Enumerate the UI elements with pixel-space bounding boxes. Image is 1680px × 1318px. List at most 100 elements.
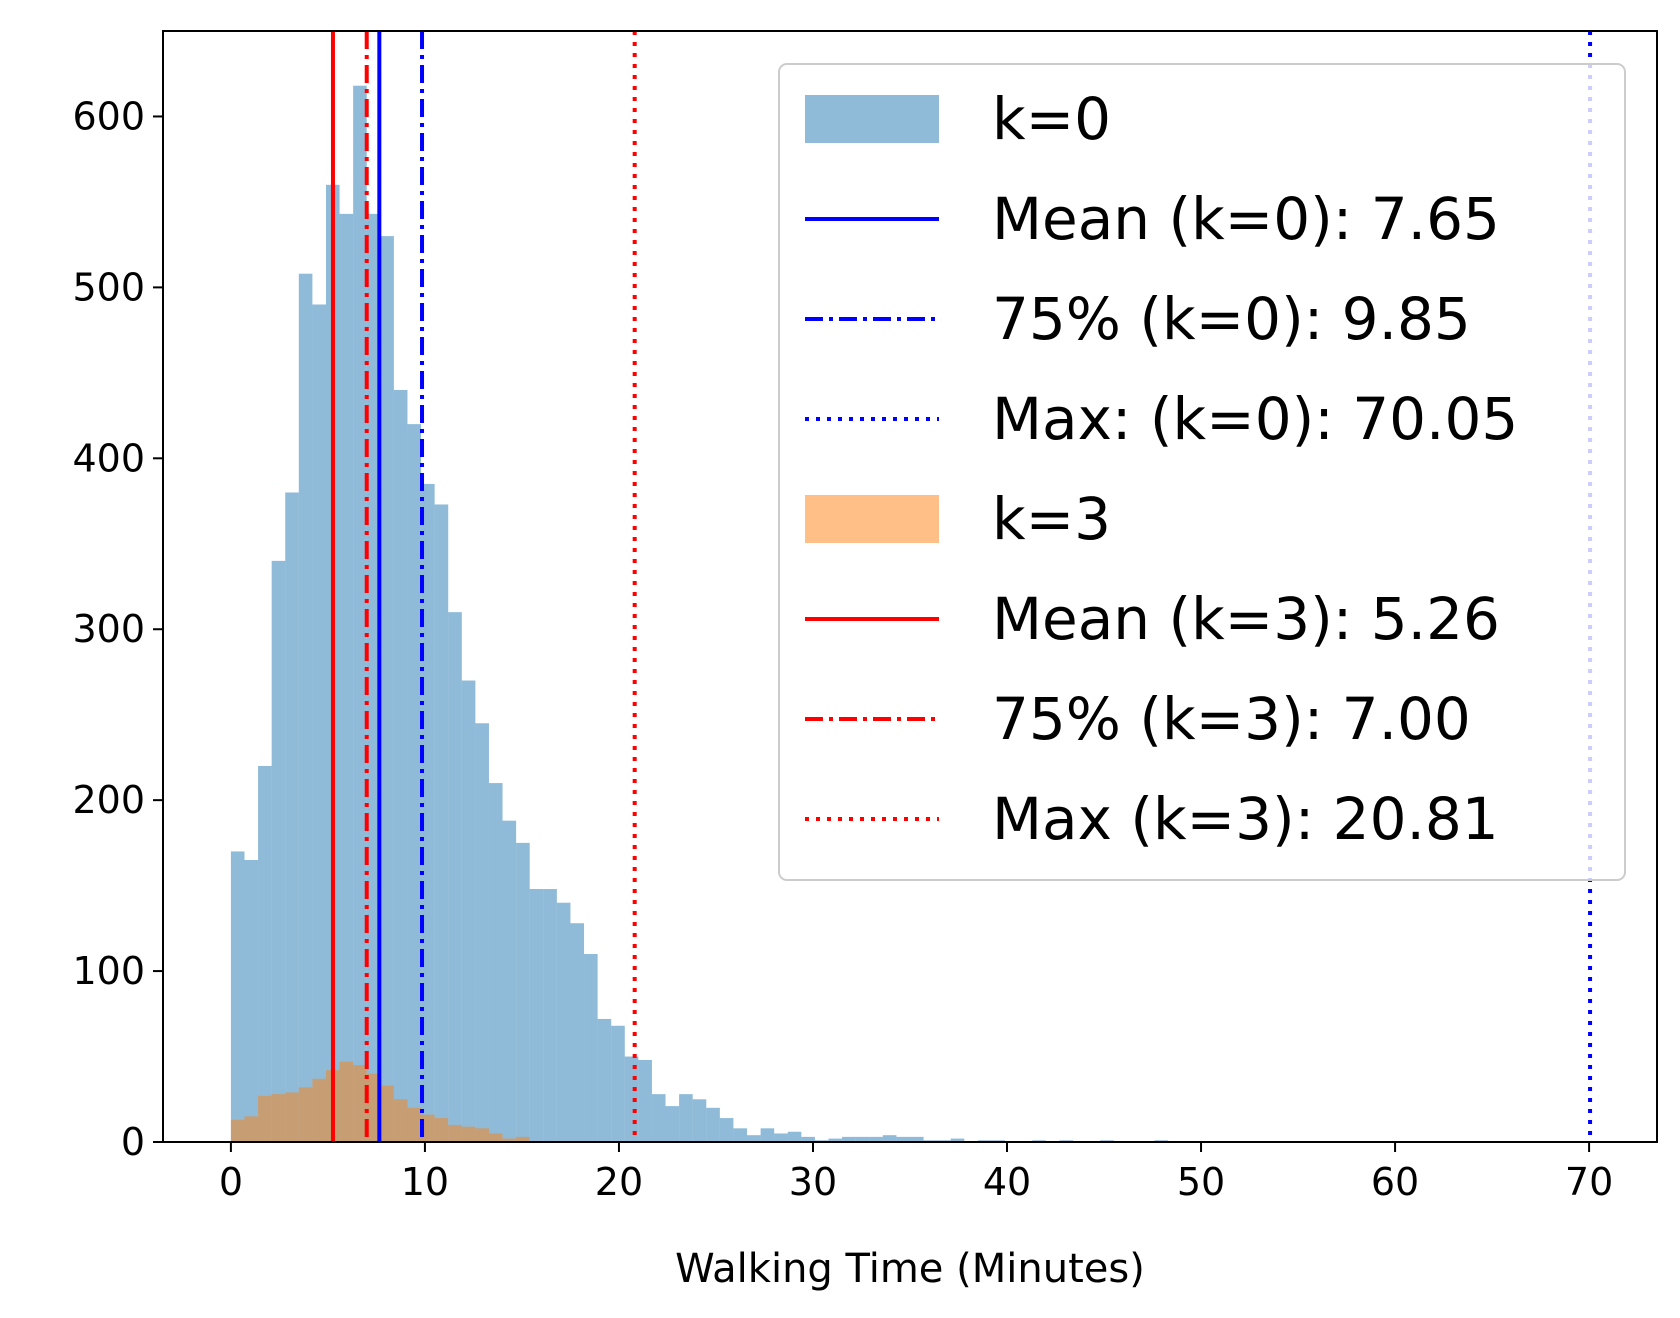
histogram-bar-k0 [271, 560, 286, 1142]
histogram-bar-k0 [733, 1128, 748, 1142]
y-tick-label: 600 [72, 94, 145, 138]
histogram-bar-k3 [448, 1124, 462, 1142]
histogram-bar-k0 [950, 1138, 965, 1142]
histogram-bar-k3 [461, 1126, 476, 1142]
histogram-bar-k0 [611, 1025, 625, 1142]
plot-frame [162, 30, 1658, 1143]
x-tick-label: 0 [219, 1160, 243, 1204]
histogram-bar-k0 [651, 1094, 666, 1142]
histogram-bar-k3 [339, 1061, 354, 1142]
histogram-bar-k0 [516, 842, 530, 1142]
x-tick-label: 20 [595, 1160, 643, 1204]
histogram-bar-k0 [258, 765, 272, 1142]
histogram-bar-k0 [828, 1138, 843, 1142]
histogram-bar-k0 [366, 213, 381, 1142]
histogram-bar-k0 [475, 723, 489, 1142]
histogram-bar-k0 [407, 424, 422, 1143]
histogram-bar-k0 [244, 859, 259, 1142]
histogram-bar-k0 [597, 1018, 612, 1142]
x-tick-label: 10 [401, 1160, 449, 1204]
histogram-bar-k0 [461, 680, 476, 1142]
y-tick-label: 500 [72, 265, 145, 309]
x-axis-ticks: 0 10 20 30 40 50 60 70 [219, 1142, 1613, 1204]
histogram-bar-k3 [407, 1107, 422, 1142]
legend-label: Mean (k=0): 7.65 [992, 185, 1500, 253]
legend-label: k=0 [992, 85, 1111, 153]
histogram-bar-k0 [421, 483, 435, 1142]
legend-swatch-patch [805, 95, 939, 143]
histogram-bar-k3 [353, 1065, 367, 1142]
legend-label: Max (k=3): 20.81 [992, 785, 1499, 853]
histogram-bar-k0 [312, 304, 326, 1142]
y-tick-label: 400 [72, 436, 145, 480]
histogram-bar-k0 [298, 273, 313, 1142]
histogram-bar-k3 [244, 1116, 259, 1142]
histogram-bar-k0 [882, 1135, 897, 1142]
histogram-bar-k0 [638, 1059, 652, 1142]
legend: k=0 Mean (k=0): 7.65 75% (k=0): 9.85 Max: (… [778, 63, 1626, 881]
x-tick-label: 40 [983, 1160, 1031, 1204]
histogram-bar-k0 [842, 1136, 856, 1142]
histogram-bar-k3 [516, 1136, 530, 1142]
histogram-bar-k0 [556, 902, 571, 1142]
histogram-bar-k3 [230, 1119, 245, 1142]
histogram-bar-k3 [393, 1099, 408, 1142]
histogram-bar-k3 [421, 1114, 435, 1142]
histogram-bar-k0 [353, 85, 367, 1142]
histogram-bar-k3 [298, 1087, 313, 1142]
histogram-bar-k3 [380, 1085, 394, 1142]
x-tick-label: 50 [1177, 1160, 1225, 1204]
histogram-bar-k3 [434, 1118, 449, 1142]
histogram-bar-k0 [665, 1106, 680, 1142]
histogram-bar-k0 [393, 389, 408, 1142]
histogram-bar-k3 [312, 1078, 326, 1142]
y-tick-label: 0 [121, 1120, 145, 1164]
histogram-bar-k0 [774, 1133, 788, 1142]
histogram-bars [230, 85, 1169, 1143]
legend-swatch-patch [805, 495, 939, 543]
histogram-bar-k0 [502, 820, 517, 1142]
histogram-bar-k0 [760, 1128, 775, 1142]
histogram-bar-k0 [230, 851, 245, 1142]
histogram-bar-k0 [869, 1136, 883, 1142]
histogram-bar-k3 [285, 1092, 299, 1142]
legend-label: Max: (k=0): 70.05 [992, 385, 1518, 453]
histogram-bar-k0 [910, 1136, 924, 1142]
histogram-bar-k0 [488, 783, 503, 1142]
histogram-bar-k3 [258, 1095, 272, 1142]
histogram-bar-k0 [543, 889, 557, 1142]
x-tick-label: 30 [789, 1160, 837, 1204]
histogram-bar-k0 [570, 923, 585, 1142]
histogram-bar-k3 [271, 1094, 286, 1142]
histogram-bar-k0 [448, 612, 462, 1142]
histogram-bar-k0 [719, 1118, 734, 1142]
histogram-bar-k0 [706, 1107, 720, 1142]
x-tick-label: 60 [1371, 1160, 1419, 1204]
y-tick-label: 200 [72, 778, 145, 822]
legend-box [778, 63, 1626, 881]
legend-label: k=3 [992, 485, 1111, 553]
x-axis-label: Walking Time (Minutes) [675, 1246, 1145, 1292]
histogram-bar-k0 [584, 953, 598, 1142]
histogram-bar-k0 [285, 492, 299, 1142]
histogram-bar-k0 [801, 1136, 815, 1142]
histogram-bar-k0 [339, 213, 354, 1142]
y-axis-ticks: 0 100 200 300 400 500 600 [72, 94, 163, 1164]
histogram-bar-k0 [529, 889, 544, 1142]
y-tick-label: 300 [72, 607, 145, 651]
legend-label: 75% (k=0): 9.85 [992, 285, 1471, 353]
histogram-bar-k0 [787, 1131, 802, 1142]
histogram-bar-k0 [747, 1135, 761, 1142]
reference-lines [330, 31, 1593, 1142]
histogram-bar-k0 [380, 236, 394, 1143]
histogram-bar-k0 [692, 1099, 707, 1142]
legend-label: 75% (k=3): 7.00 [992, 685, 1471, 753]
histogram-bar-k3 [366, 1073, 381, 1142]
y-tick-label: 100 [72, 949, 145, 993]
histogram-bar-k3 [475, 1128, 489, 1142]
histogram-bar-k3 [488, 1133, 503, 1142]
histogram-bar-k0 [679, 1094, 693, 1142]
histogram-bar-k0 [434, 504, 449, 1142]
legend-label: Mean (k=3): 5.26 [992, 585, 1500, 653]
